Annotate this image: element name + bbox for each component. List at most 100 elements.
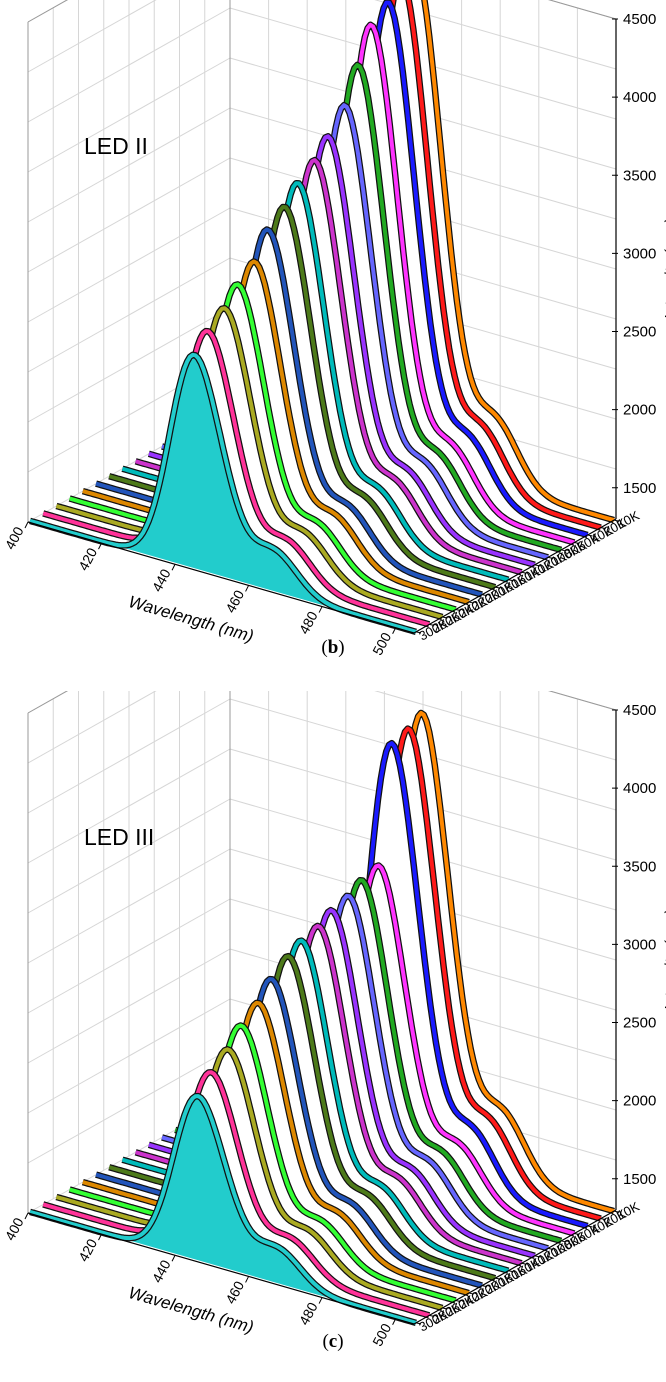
chart-title: LED III — [84, 824, 155, 850]
spectrum-220K — [82, 1000, 470, 1296]
temperature-tick — [481, 1285, 488, 1288]
intensity-tick-label: 3000 — [623, 936, 656, 953]
spectrum-240K — [69, 1023, 457, 1303]
wavelength-tick-label: 480 — [296, 1299, 321, 1327]
temperature-tick — [455, 1300, 461, 1303]
wavelength-axis-line — [27, 1212, 415, 1325]
temperature-tick — [561, 1240, 567, 1243]
temperature-tick — [521, 1262, 527, 1265]
spectra — [29, 709, 615, 1327]
temperature-tick — [495, 586, 501, 589]
temperature-tick — [613, 519, 620, 522]
spectrum-300K — [29, 1094, 417, 1325]
wavelength-tick-label: 460 — [222, 587, 247, 615]
spectrum-260K — [55, 1047, 443, 1310]
intensity-tick-label: 2500 — [623, 324, 656, 341]
intensity-tick-label: 2000 — [623, 1093, 656, 1110]
chart-title: LED II — [84, 133, 148, 159]
intensity-tick-label: 4000 — [623, 89, 656, 106]
wavelength-tick-label: 400 — [2, 1215, 27, 1243]
temperature-tick — [613, 1210, 620, 1213]
back-wall-hgrid — [374, 691, 617, 761]
temperature-axis-line — [413, 1209, 617, 1325]
spectrum-area-300K — [30, 354, 416, 632]
panel-c: 1500 2000 2500 3000 3500 4000 4500 Intensity (a… — [0, 691, 666, 1382]
intensity-tick-label: 1500 — [623, 1171, 656, 1188]
wavelength-tick — [318, 606, 323, 613]
wavelength-tick-label: 460 — [222, 1278, 247, 1306]
intensity-tick-label: 4500 — [623, 11, 656, 28]
frame-edge — [27, 691, 68, 714]
intensity-tick-label: 3500 — [623, 858, 656, 875]
intensity-tick-label: 2500 — [623, 1015, 656, 1032]
wavelength-tick — [24, 1212, 29, 1220]
waterfall-chart-c: 1500 2000 2500 3000 3500 4000 4500 Intensity (a… — [2, 691, 666, 1349]
wavelength-tick-label: 400 — [2, 524, 27, 552]
intensity-axis-label: Intensity (a.u.) — [663, 218, 666, 319]
temperature-tick — [574, 541, 580, 544]
wavelength-tick-label: 440 — [149, 1257, 174, 1285]
temperature-tick — [547, 1247, 554, 1250]
intensity-tick-label: 4500 — [623, 702, 656, 719]
temperature-tick — [521, 571, 527, 574]
wavelength-axis-line — [27, 521, 415, 634]
temperature-tick — [587, 534, 593, 537]
temperature-tick — [547, 556, 554, 559]
temperature-tick — [508, 1270, 514, 1273]
intensity-tick-label: 1500 — [623, 480, 656, 497]
wavelength-tick — [318, 1297, 323, 1304]
spectrum-300K — [29, 352, 417, 634]
panel-b: 1500 2000 2500 3000 3500 4000 4500 Intensity (a… — [2, 0, 666, 658]
temperature-tick — [481, 594, 488, 597]
spectrum-240K — [69, 282, 457, 612]
temperature-tick — [442, 1307, 448, 1310]
panel-caption: (b) — [321, 637, 345, 658]
wavelength-tick-label: 480 — [296, 608, 321, 636]
panel-caption: (c) — [322, 1331, 344, 1352]
wavelength-tick — [24, 521, 29, 529]
wavelength-tick-label: 440 — [149, 566, 174, 594]
frame-edge — [27, 0, 68, 23]
wavelength-tick — [171, 564, 176, 571]
temperature-tick — [600, 527, 606, 530]
temperature-tick — [600, 1218, 606, 1221]
intensity-axis: 1500 2000 2500 3000 3500 4000 4500 Intensity (a… — [612, 11, 666, 519]
frame-edge — [548, 691, 617, 711]
intensity-tick-label: 2000 — [623, 402, 656, 419]
temperature-tick — [495, 1277, 501, 1280]
spectra — [29, 0, 615, 636]
wavelength-tick — [392, 1318, 397, 1325]
temperature-tick — [468, 601, 474, 604]
wavelength-tick — [245, 1276, 250, 1283]
spectrum-280K — [42, 329, 430, 627]
frame-edge — [548, 0, 617, 20]
grid — [27, 691, 617, 1214]
spectrum-area-260K — [56, 308, 443, 617]
intensity-tick-label: 3000 — [623, 245, 656, 262]
temperature-tick — [534, 1255, 540, 1258]
spectrum-220K — [82, 259, 470, 605]
temperature-tick — [415, 1322, 422, 1325]
wavelength-tick — [98, 1233, 102, 1241]
waterfall-chart-b: 1500 2000 2500 3000 3500 4000 4500 Intensity (a… — [2, 0, 666, 658]
temperature-tick — [429, 1314, 435, 1317]
temperature-axis-line — [413, 518, 617, 634]
temperature-tick — [587, 1225, 593, 1228]
wavelength-tick — [392, 627, 397, 634]
temperature-tick — [508, 579, 514, 582]
spectrum-area-280K — [43, 331, 430, 625]
wavelength-tick — [171, 1255, 176, 1262]
spectrum-260K — [55, 306, 443, 619]
temperature-tick — [455, 609, 461, 612]
wavelength-tick — [98, 542, 102, 550]
temperature-tick — [574, 1232, 580, 1235]
intensity-axis: 1500 2000 2500 3000 3500 4000 4500 Intensity (a… — [612, 702, 666, 1210]
wavelength-tick-label: 420 — [75, 1236, 100, 1264]
spectrum-area-300K — [30, 1096, 416, 1323]
temperature-tick — [415, 631, 422, 634]
wavelength-tick-label: 420 — [75, 545, 100, 573]
spectrum-280K — [42, 1070, 430, 1318]
wavelength-tick — [245, 585, 250, 592]
temperature-tick — [429, 623, 435, 626]
intensity-axis-label: Intensity (a.u.) — [663, 909, 666, 1010]
